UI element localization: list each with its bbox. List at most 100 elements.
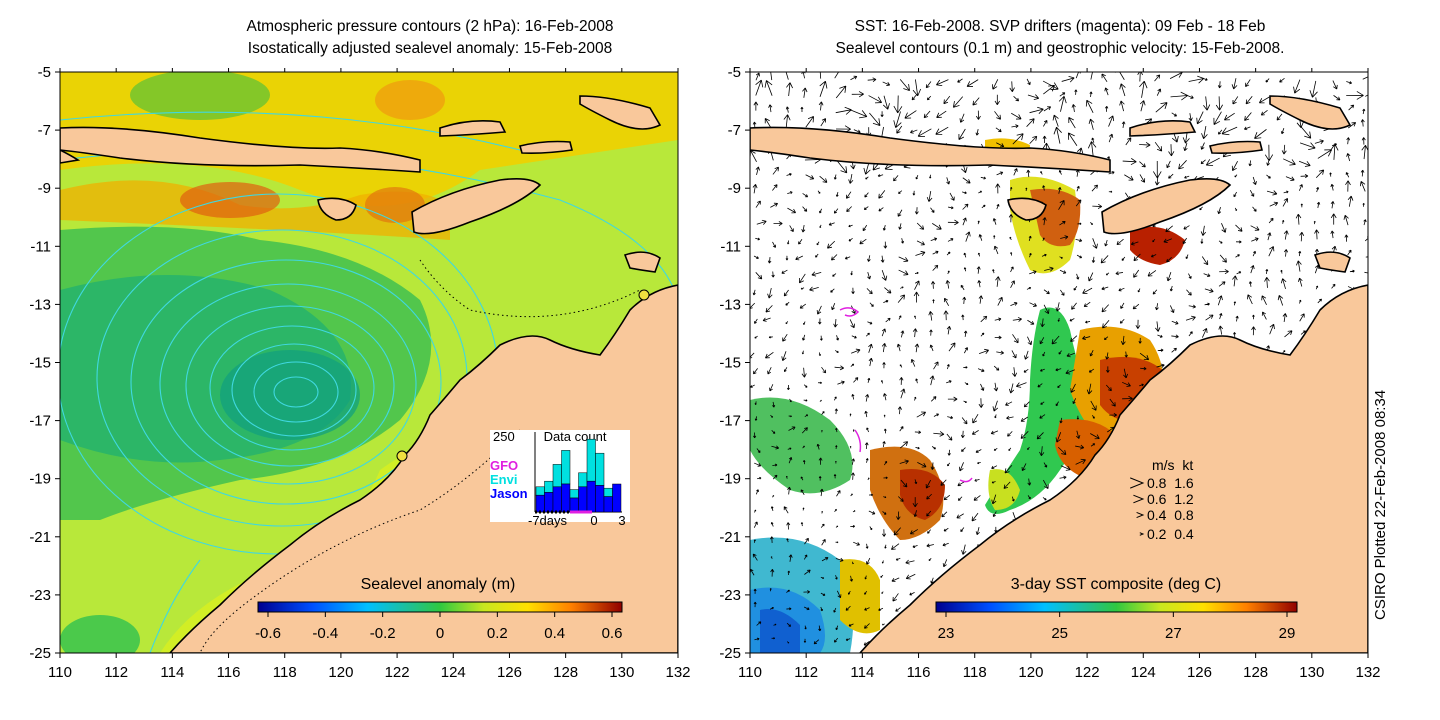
velocity-arrow	[821, 539, 826, 546]
velocity-arrow	[1264, 277, 1270, 288]
velocity-arrow	[1011, 350, 1017, 359]
velocity-arrow	[926, 95, 932, 101]
velocity-arrow	[783, 506, 789, 514]
velocity-arrow	[900, 286, 904, 289]
velocity-arrow	[864, 623, 870, 629]
velocity-arrow	[821, 556, 829, 562]
velocity-arrow	[1074, 89, 1078, 95]
velocity-arrow	[867, 255, 871, 262]
velocity-arrow	[1200, 238, 1204, 244]
velocity-arrow	[1007, 431, 1013, 437]
velocity-arrow	[883, 496, 887, 499]
velocity-arrow	[816, 241, 820, 246]
velocity-arrow	[848, 623, 854, 627]
velocity-arrow	[800, 476, 804, 481]
velocity-arrow	[755, 200, 761, 208]
velocity-arrow	[1105, 384, 1112, 392]
velocity-arrow	[1053, 126, 1062, 144]
velocity-arrow	[862, 224, 868, 232]
velocity-arrow	[963, 267, 967, 272]
velocity-arrow	[803, 321, 806, 325]
velocity-arrow	[1026, 78, 1031, 86]
left-title: Atmospheric pressure contours (2 hPa): 1…	[60, 16, 800, 60]
velocity-arrow	[1029, 302, 1037, 307]
velocity-arrow	[915, 174, 919, 180]
velocity-arrow	[933, 413, 939, 417]
velocity-arrow	[881, 343, 887, 353]
velocity-arrow	[833, 174, 837, 180]
velocity-arrow	[885, 317, 891, 323]
inset-bar-jason	[578, 486, 588, 513]
velocity-arrow	[1236, 271, 1242, 275]
velocity-arrow	[940, 479, 947, 486]
velocity-arrow	[1085, 99, 1094, 113]
velocity-arrow	[1043, 304, 1050, 315]
velocity-arrow	[912, 190, 916, 196]
velocity-arrow	[1042, 80, 1059, 90]
velocity-arrow	[795, 255, 804, 261]
velocity-arrow	[845, 638, 851, 641]
velocity-arrow	[1101, 73, 1108, 83]
velocity-arrow	[1121, 256, 1126, 261]
velocity-arrow	[881, 529, 887, 537]
velocity-arrow	[1234, 174, 1238, 178]
velocity-arrow	[828, 222, 835, 226]
inset-bar-envi	[544, 480, 554, 493]
velocity-arrow	[942, 542, 949, 547]
x-tick-label: 110	[738, 664, 762, 681]
velocity-arrow	[912, 328, 918, 338]
velocity-arrow	[1088, 272, 1094, 282]
x-tick-label: 122	[385, 664, 410, 681]
velocity-arrow	[835, 575, 838, 580]
velocity-arrow	[1171, 320, 1179, 325]
velocity-arrow	[852, 510, 856, 513]
velocity-arrow	[1121, 121, 1126, 128]
velocity-arrow	[1154, 141, 1163, 152]
velocity-arrow	[1058, 170, 1062, 175]
velocity-arrow	[1006, 415, 1014, 420]
velocity-arrow	[1139, 383, 1144, 387]
velocity-arrow	[893, 175, 899, 182]
velocity-arrow	[946, 251, 951, 256]
velocity-arrow	[770, 556, 773, 559]
velocity-arrow	[930, 396, 937, 402]
velocity-arrow	[762, 317, 771, 322]
velocity-arrow	[835, 525, 839, 528]
velocity-arrow	[834, 508, 837, 512]
velocity-arrow	[817, 190, 821, 194]
velocity-arrow	[1188, 304, 1196, 309]
velocity-arrow	[866, 288, 873, 295]
velocity-arrow	[1059, 220, 1066, 226]
velocity-arrow	[1233, 191, 1237, 198]
velocity-arrow	[929, 329, 933, 336]
velocity-arrow	[819, 224, 822, 229]
velocity-arrow	[771, 430, 776, 434]
velocity-arrow	[804, 569, 811, 575]
velocity-arrow	[992, 269, 995, 274]
colorbar-tick-label: 29	[1279, 625, 1296, 642]
velocity-arrow	[981, 204, 986, 209]
velocity-arrow	[1055, 401, 1059, 407]
y-axis: -5 -7 -9 -11 -13 -15 -17 -19 -21 -23 -25	[29, 64, 60, 662]
velocity-arrow	[783, 367, 788, 373]
inset-title: Data count	[544, 429, 607, 444]
velocity-arrow	[1360, 119, 1365, 127]
velocity-arrow	[990, 430, 999, 435]
velocity-arrow	[943, 494, 951, 501]
velocity-arrow	[786, 384, 790, 391]
velocity-arrow	[963, 347, 968, 354]
velocity-arrow	[764, 80, 773, 96]
velocity-arrow	[1233, 301, 1237, 306]
velocity-arrow	[1231, 161, 1238, 172]
velocity-arrow	[947, 415, 954, 420]
velocity-arrow	[819, 335, 823, 341]
velocity-arrow	[959, 113, 965, 123]
velocity-arrow	[864, 591, 868, 595]
velocity-arrow	[832, 273, 837, 277]
velocity-arrow	[819, 399, 822, 402]
velocity-arrow	[1346, 137, 1351, 145]
velocity-arrow	[837, 161, 848, 174]
velocity-arrow	[880, 574, 884, 578]
velocity-arrow	[1150, 254, 1157, 258]
velocity-arrow	[786, 641, 790, 644]
